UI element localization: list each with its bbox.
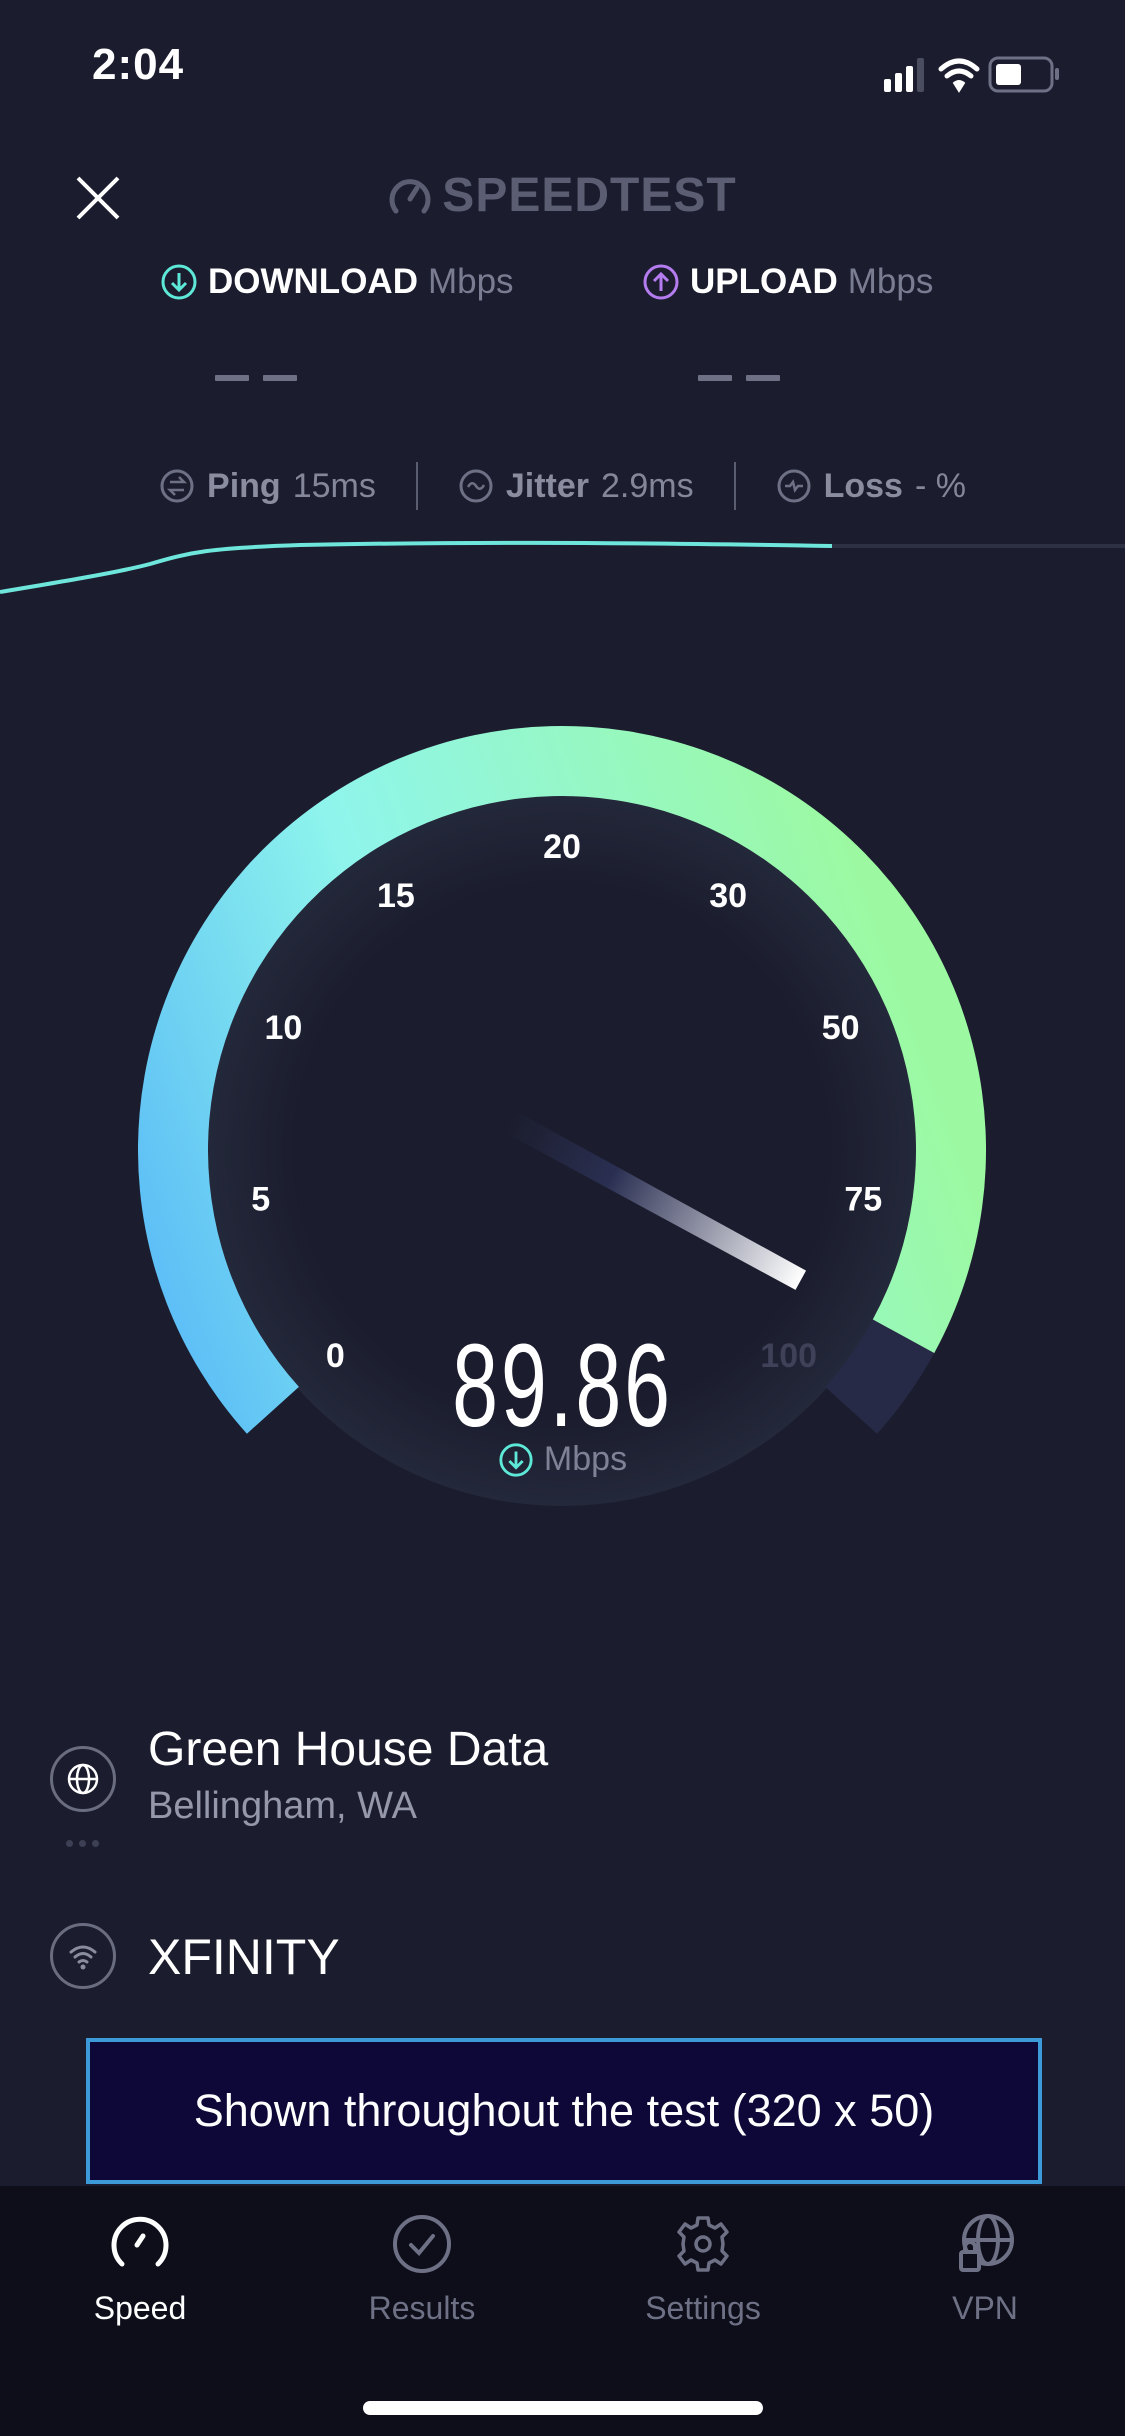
upload-header: UPLOAD Mbps <box>642 262 933 302</box>
upload-icon <box>643 264 679 300</box>
tab-settings[interactable]: Settings <box>603 2212 803 2327</box>
latency-stats: Ping 15ms Jitter 2.9ms Loss - % <box>0 462 1125 510</box>
jitter-icon <box>459 469 493 503</box>
gauge-tick-label: 50 <box>822 1009 860 1047</box>
gauge-tick-label: 10 <box>264 1009 302 1047</box>
gauge-needle <box>503 1110 807 1290</box>
download-icon <box>499 1442 533 1477</box>
gauge-tick-label: 100 <box>760 1337 817 1375</box>
upload-label: UPLOAD <box>690 262 838 301</box>
checkmark-circle-icon <box>393 2215 451 2273</box>
gauge-tick-label: 75 <box>844 1181 882 1219</box>
gauge-tick-label: 20 <box>543 828 581 866</box>
globe-icon <box>67 1763 99 1795</box>
status-icons <box>884 56 1059 93</box>
divider <box>415 462 418 510</box>
battery-icon <box>988 56 1059 93</box>
wifi-icon <box>69 1945 97 1970</box>
globe-lock-icon <box>959 2214 1014 2272</box>
download-unit: Mbps <box>427 262 514 301</box>
loss-stat: Loss - % <box>736 467 1006 506</box>
speed-gauge: 0 5 10 15 20 30 50 75 100 <box>138 726 986 1506</box>
status-time: 2:04 <box>92 40 185 89</box>
gauge-tick-label: 0 <box>326 1337 345 1375</box>
upload-value-placeholder <box>698 375 780 381</box>
divider <box>733 462 736 510</box>
upload-unit: Mbps <box>847 262 934 301</box>
gauge-progress-arc <box>138 726 986 1434</box>
home-indicator[interactable] <box>363 2401 763 2415</box>
gauge-tick-label: 30 <box>709 877 747 915</box>
wifi-icon <box>938 58 980 93</box>
ping-stat: Ping 15ms <box>119 467 416 506</box>
tab-results[interactable]: Results <box>322 2212 522 2327</box>
gauge-tick-label: 5 <box>251 1181 270 1219</box>
server-button[interactable] <box>50 1746 116 1812</box>
isp-indicator <box>50 1923 116 1989</box>
loss-icon <box>777 469 811 503</box>
jitter-stat: Jitter 2.9ms <box>418 467 734 506</box>
current-speed-unit: Mbps <box>0 1440 1125 1479</box>
server-name[interactable]: Green House Data <box>148 1723 549 1776</box>
ping-icon <box>160 469 194 503</box>
ad-banner[interactable]: Shown throughout the test (320 x 50) <box>86 2038 1042 2184</box>
server-location: Bellingham, WA <box>148 1785 417 1827</box>
more-dots-icon <box>66 1840 99 1847</box>
gear-icon <box>677 2216 729 2272</box>
speed-graph <box>0 540 1125 594</box>
download-label: DOWNLOAD <box>208 262 418 301</box>
tab-vpn[interactable]: VPN <box>885 2212 1085 2327</box>
current-speed-value: 89.86 <box>452 1320 673 1452</box>
tab-speed[interactable]: Speed <box>40 2212 240 2327</box>
download-header: DOWNLOAD Mbps <box>160 262 514 302</box>
ad-text: Shown throughout the test (320 x 50) <box>193 2085 935 2136</box>
tab-bar: Speed Results Settings VPN <box>0 2186 1125 2436</box>
download-icon <box>161 264 197 300</box>
close-icon[interactable] <box>74 174 122 222</box>
download-speed-line <box>0 540 833 594</box>
gauge-remaining-arc <box>825 1319 935 1434</box>
speedometer-logo-icon <box>389 179 431 214</box>
isp-name: XFINITY <box>148 1929 340 1985</box>
gauge-tick-label: 15 <box>377 877 415 915</box>
cellular-signal-icon <box>884 58 924 92</box>
speedometer-icon <box>111 2216 169 2267</box>
download-value-placeholder <box>215 375 297 381</box>
speedtest-logo: SPEEDTEST <box>0 168 1125 223</box>
